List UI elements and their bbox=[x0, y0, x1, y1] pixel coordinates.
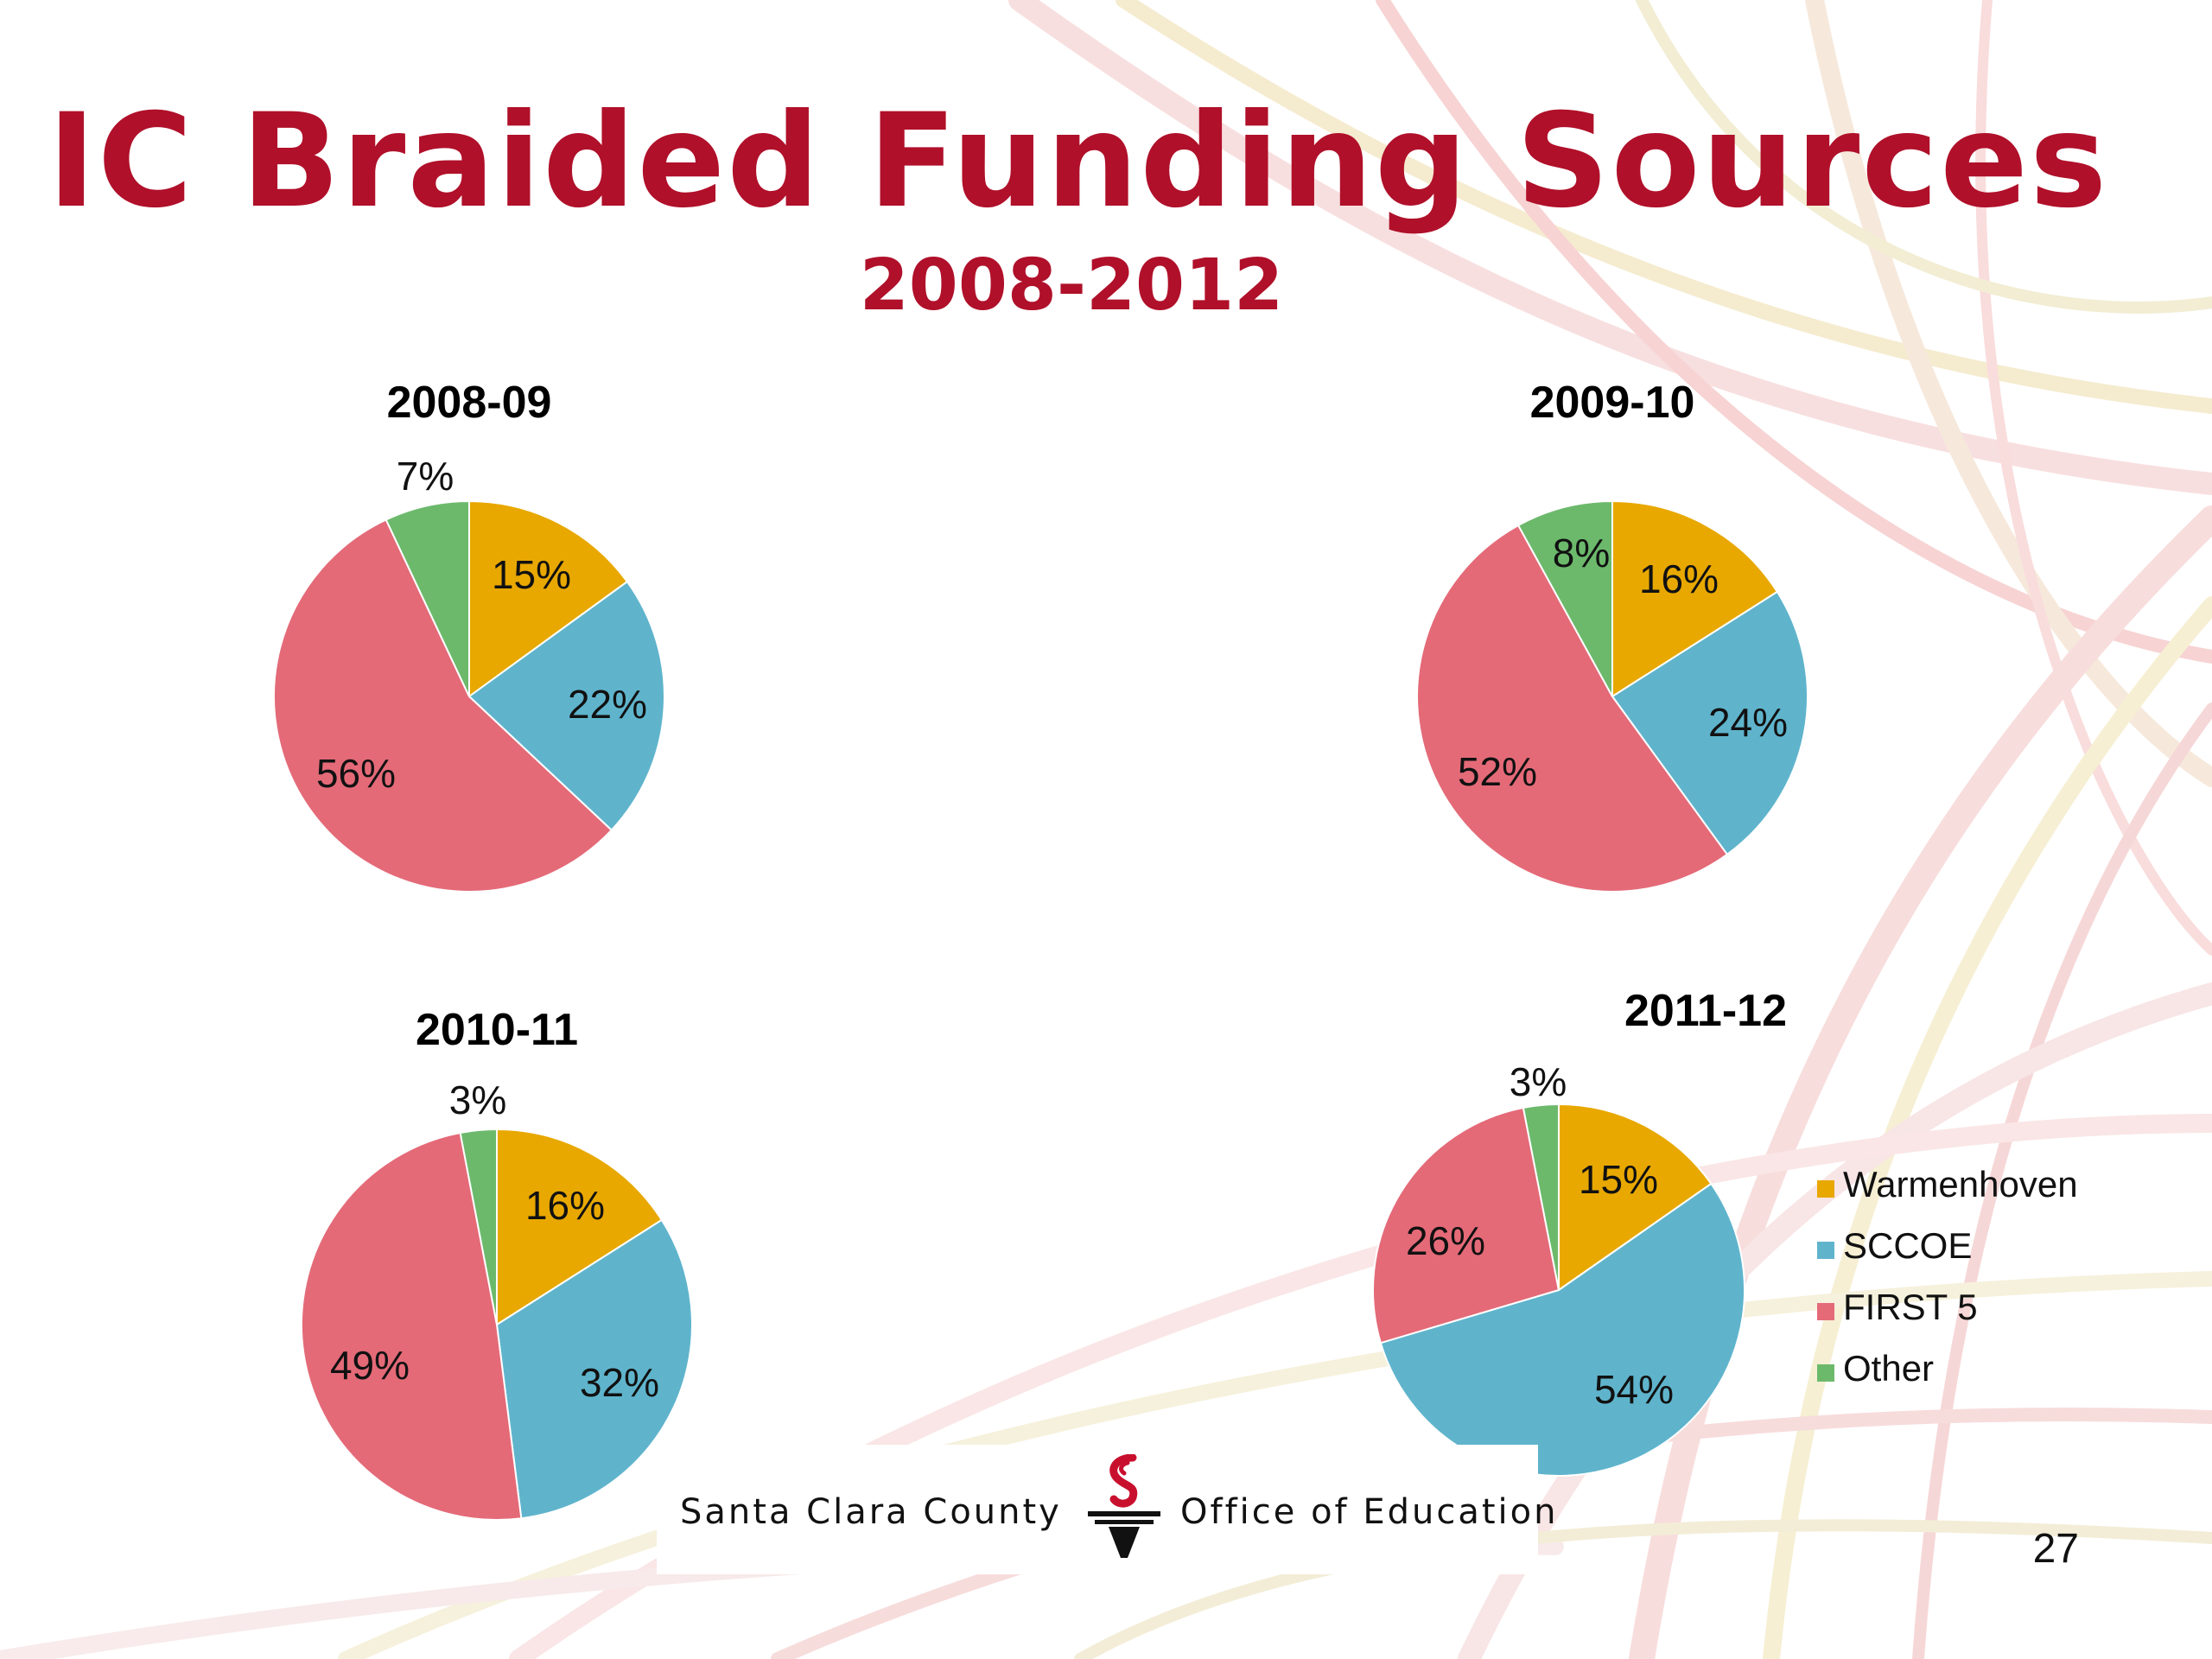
pie-title: 2010-11 bbox=[416, 1005, 578, 1055]
data-label: 52% bbox=[1458, 749, 1537, 794]
data-label: 3% bbox=[1510, 1059, 1567, 1104]
data-label: 15% bbox=[1579, 1157, 1658, 1202]
legend-label: FIRST 5 bbox=[1843, 1287, 1978, 1327]
page-number: 27 bbox=[2032, 1526, 2079, 1572]
footer-county-text: Santa Clara County bbox=[680, 1492, 1062, 1532]
data-label: 15% bbox=[492, 552, 571, 597]
pie-slice-sccoe bbox=[1379, 1182, 1745, 1477]
pie-chart-2010-11: 2010-11 16% 32% 49% 3% bbox=[300, 1005, 693, 1521]
data-label: 22% bbox=[568, 682, 647, 727]
pie-chart-2009-10: 2009-10 16% 24% 52% 8% bbox=[1416, 378, 1808, 893]
data-label: 16% bbox=[525, 1183, 605, 1228]
data-label: 3% bbox=[449, 1077, 506, 1122]
legend-label: Warmenhoven bbox=[1843, 1164, 2078, 1205]
pie-slice-other bbox=[385, 499, 470, 697]
pie-title: 2008-09 bbox=[387, 378, 552, 428]
pie-slice-sccoe bbox=[467, 580, 665, 832]
pie-slice-sccoe bbox=[495, 1218, 693, 1520]
data-label: 56% bbox=[316, 751, 396, 796]
pie-title: 2011-12 bbox=[1624, 986, 1787, 1036]
torch-logo-icon bbox=[1088, 1454, 1160, 1558]
data-label: 54% bbox=[1594, 1367, 1674, 1412]
pie-slice-first-5 bbox=[1416, 524, 1729, 893]
pie-slice-other bbox=[1516, 499, 1613, 697]
pie-title: 2009-10 bbox=[1530, 378, 1695, 428]
data-label: 24% bbox=[1708, 700, 1788, 745]
legend-label: SCCOE bbox=[1843, 1225, 1972, 1266]
slide-title: IC Braided Funding Sources bbox=[48, 86, 2109, 237]
pie-slice-warmenhoven bbox=[468, 499, 629, 698]
pie-chart-2011-12: 2011-12 15% 54% 26% 3% bbox=[1372, 986, 1787, 1477]
legend-swatch bbox=[1817, 1364, 1834, 1382]
data-label: 8% bbox=[1553, 531, 1610, 575]
pie-slice-warmenhoven bbox=[496, 1128, 664, 1326]
pie-chart-2008-09: 2008-09 15% 22% 56% 7% bbox=[273, 378, 665, 893]
legend-swatch bbox=[1817, 1242, 1834, 1259]
legend-label: Other bbox=[1843, 1348, 1934, 1389]
data-label: 49% bbox=[330, 1343, 410, 1388]
pie-slice-warmenhoven bbox=[1558, 1103, 1713, 1292]
footer-office-text: Office of Education bbox=[1180, 1492, 1559, 1532]
pie-slice-warmenhoven bbox=[1611, 499, 1779, 698]
data-label: 26% bbox=[1406, 1218, 1485, 1263]
pie-slice-first-5 bbox=[1372, 1106, 1560, 1344]
slide-subtitle: 2008-2012 bbox=[859, 245, 1284, 327]
pie-slice-other bbox=[459, 1128, 498, 1325]
data-label: 32% bbox=[580, 1360, 659, 1405]
data-label: 7% bbox=[397, 454, 454, 499]
pie-slice-other bbox=[1522, 1103, 1560, 1291]
footer-band bbox=[657, 1445, 1538, 1574]
pie-slice-first-5 bbox=[273, 518, 613, 893]
pie-slice-sccoe bbox=[1611, 590, 1808, 856]
legend-swatch bbox=[1817, 1303, 1834, 1320]
pie-slice-first-5 bbox=[300, 1131, 523, 1521]
data-label: 16% bbox=[1639, 556, 1719, 601]
legend-swatch bbox=[1817, 1180, 1834, 1198]
legend: Warmenhoven SCCOE FIRST 5 Other bbox=[1817, 1164, 2078, 1389]
